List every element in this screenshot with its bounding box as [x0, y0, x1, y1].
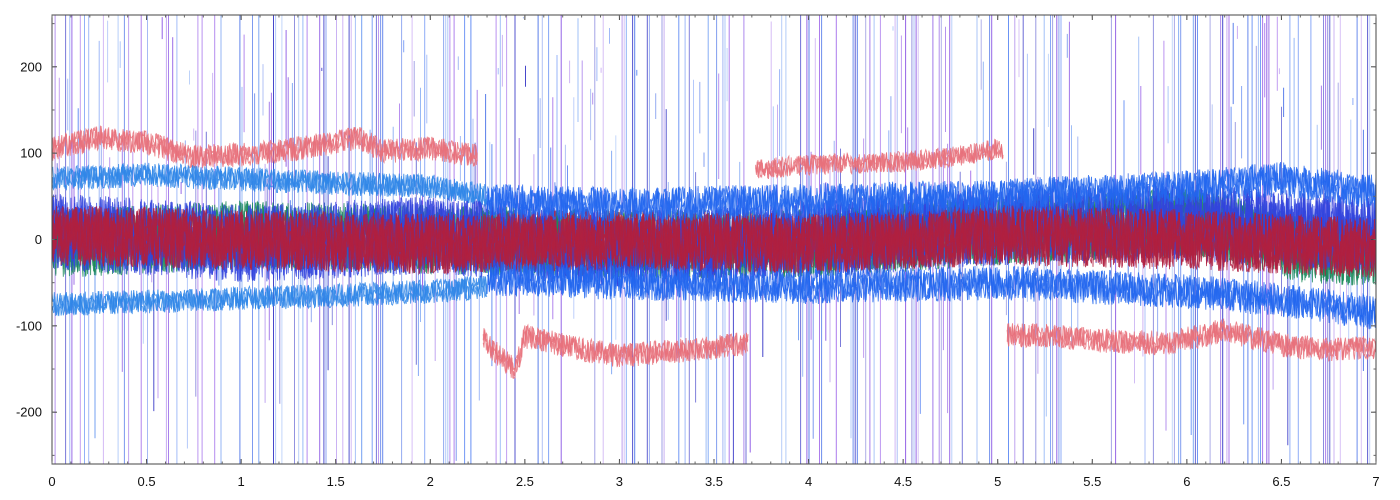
x-tick-label: 4	[805, 474, 812, 489]
series-line-2	[755, 142, 1004, 180]
y-axis: -200 -100 0 100 200	[16, 23, 1376, 456]
series-line-5	[51, 275, 488, 317]
series-line-4	[51, 163, 488, 208]
series-line-9	[486, 161, 1377, 222]
y-tick-label: 200	[20, 59, 42, 74]
series-line-0	[51, 125, 478, 169]
x-tick-label: 3	[616, 474, 623, 489]
y-tick-label: -200	[16, 405, 42, 420]
x-tick-label: 5	[994, 474, 1001, 489]
series-line-1	[482, 325, 749, 378]
series-line-10	[486, 261, 1377, 330]
x-tick-label: 5.5	[1083, 474, 1101, 489]
x-tick-label: 0	[48, 474, 55, 489]
x-tick-label: 3.5	[705, 474, 723, 489]
series-line-2	[755, 138, 1004, 179]
x-tick-label: 0.5	[138, 474, 156, 489]
y-tick-label: 0	[35, 232, 42, 247]
y-tick-label: -100	[16, 318, 42, 333]
x-tick-label: 1.5	[327, 474, 345, 489]
x-tick-label: 1	[238, 474, 245, 489]
series-line-3	[1006, 321, 1377, 362]
series-layer	[51, 125, 1377, 379]
x-axis: 0 0.5 1 1.5 2 2.5 3 3.5 4 4.5 5 5.5 6 6.5 7	[48, 15, 1380, 489]
x-tick-label: 2	[427, 474, 434, 489]
x-tick-label: 4.5	[894, 474, 912, 489]
series-line-4	[51, 162, 488, 207]
x-tick-label: 6	[1183, 474, 1190, 489]
y-tick-label: 100	[20, 146, 42, 161]
x-tick-label: 6.5	[1272, 474, 1290, 489]
x-tick-label: 7	[1372, 474, 1379, 489]
x-tick-label: 2.5	[516, 474, 534, 489]
series-line-5	[51, 275, 488, 317]
